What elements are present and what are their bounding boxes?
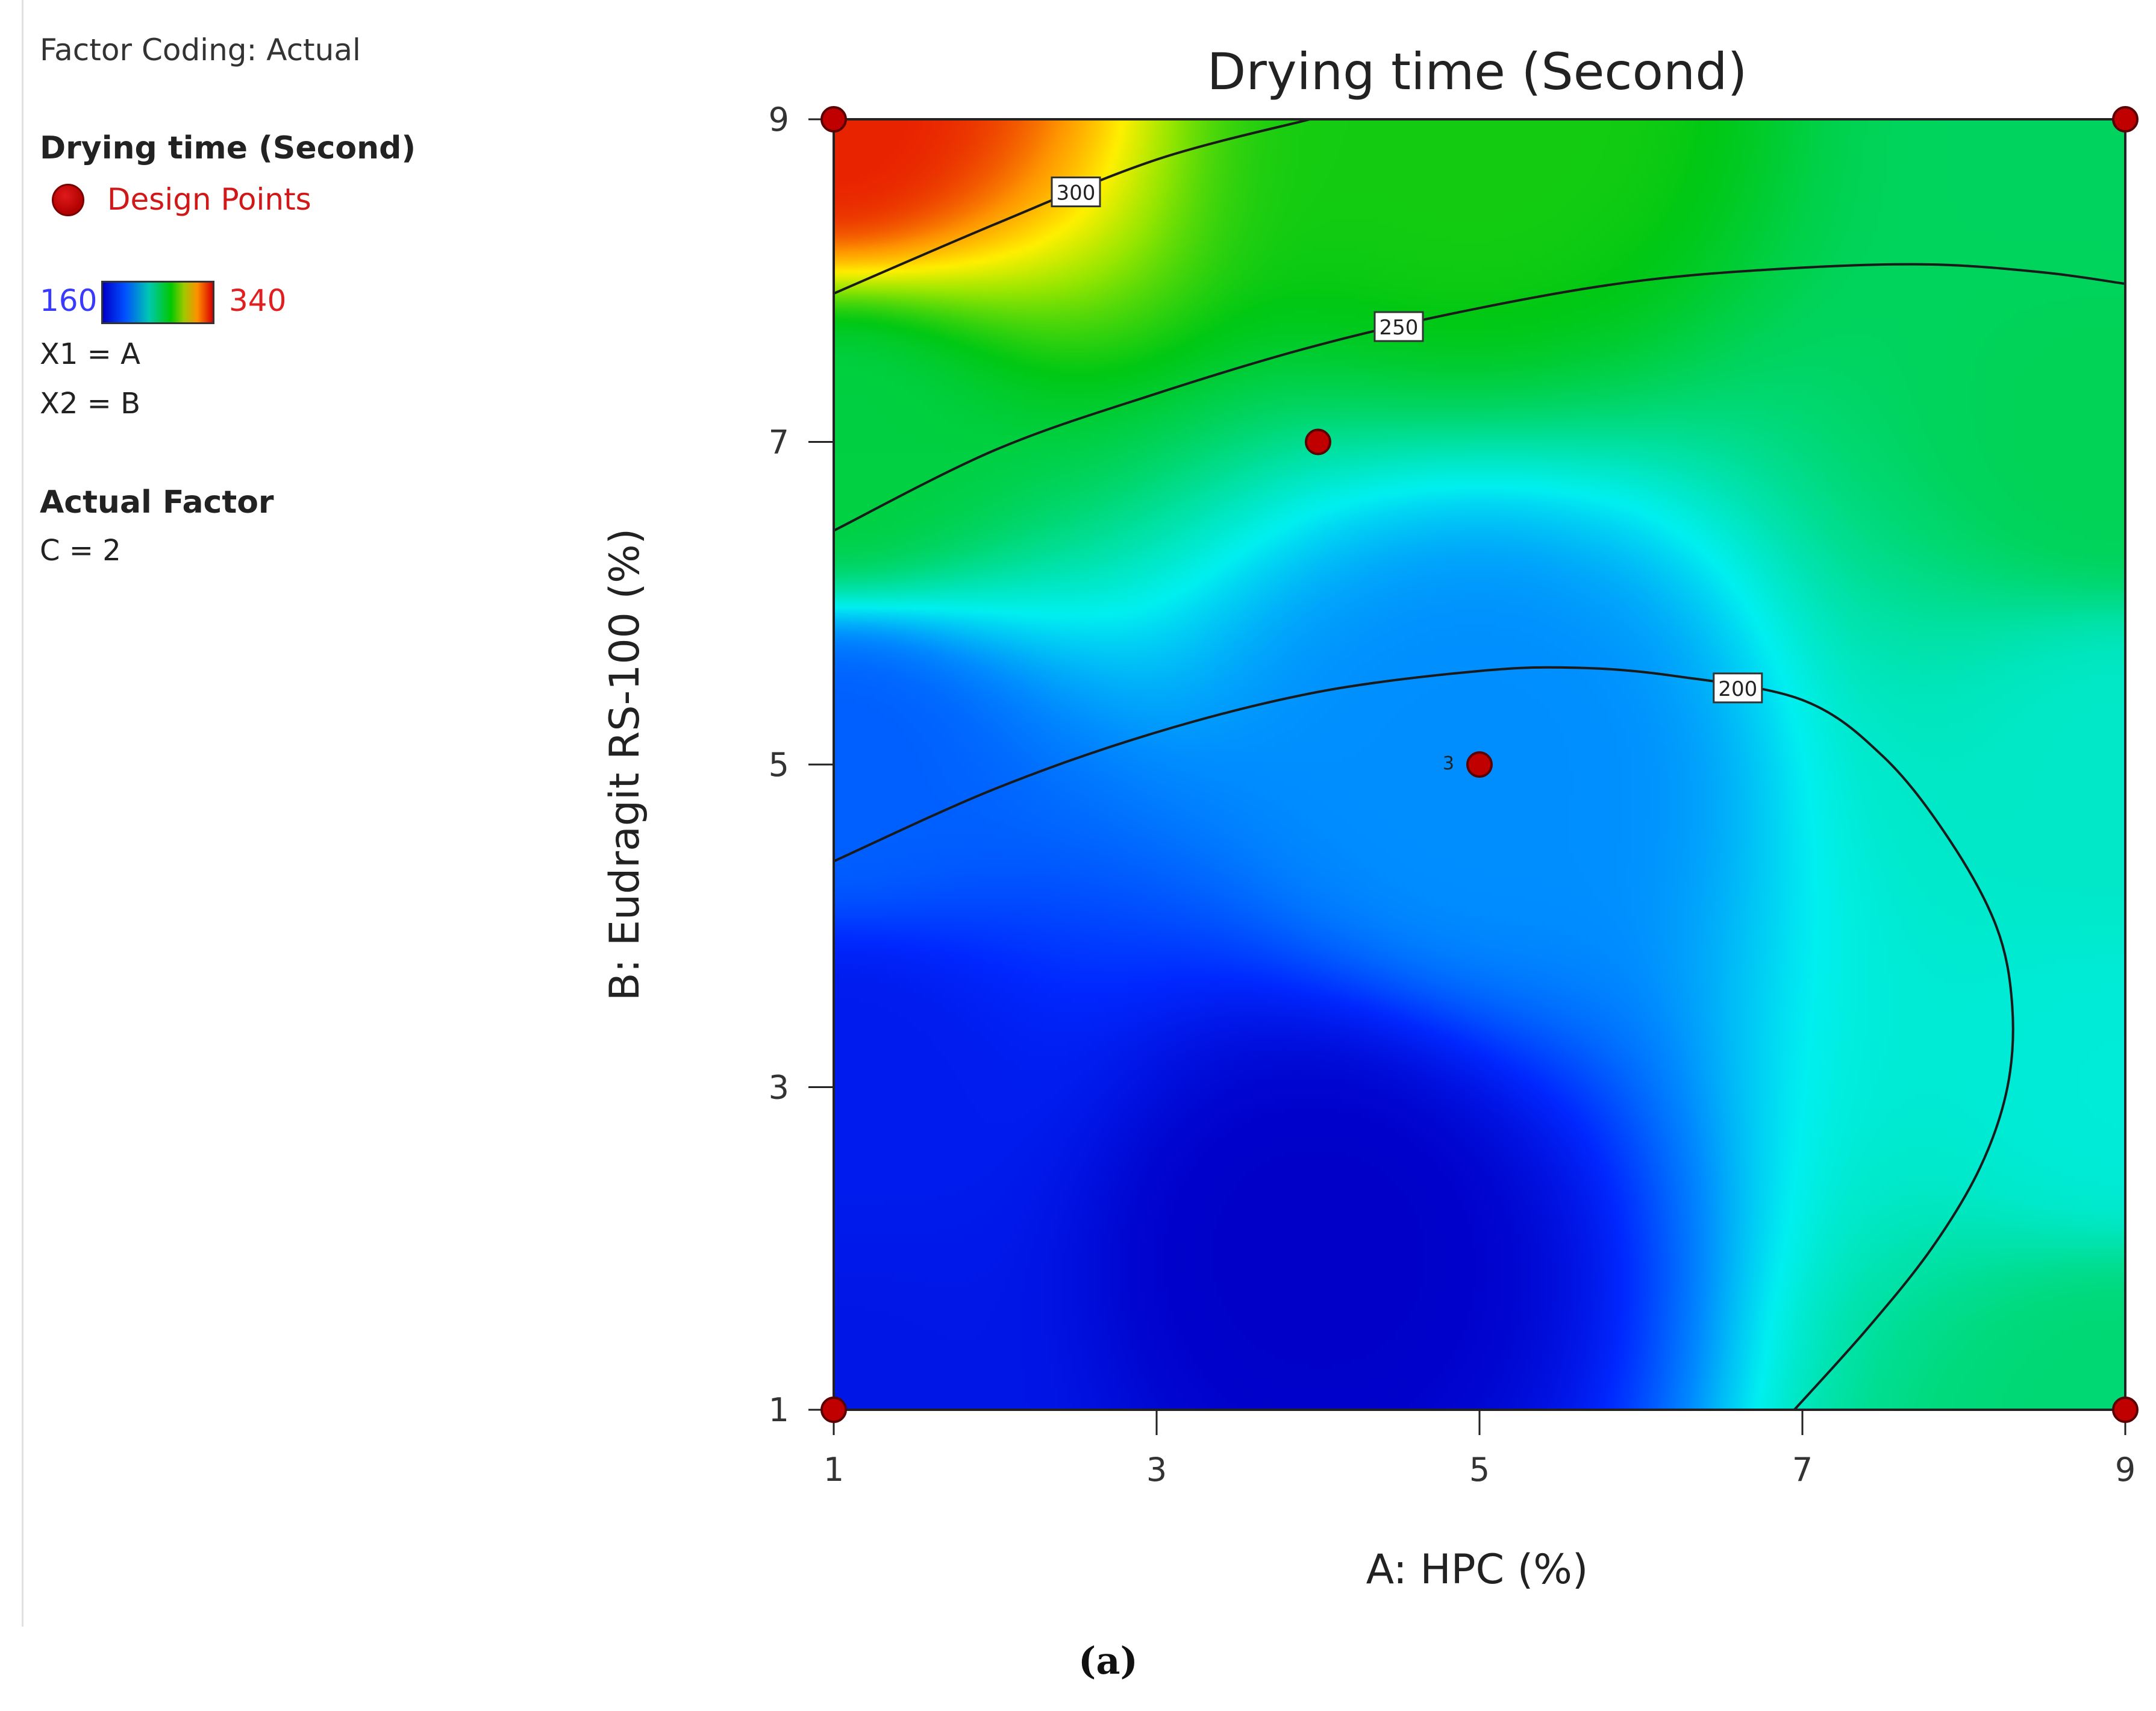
y-tick-label-3: 3: [769, 1069, 789, 1107]
design-point-5: [820, 1397, 847, 1423]
y-tick-label-1: 1: [769, 1391, 789, 1429]
contour-label-box: [1373, 311, 1424, 342]
contour-line-200: [834, 666, 2014, 1410]
contour-label-text: 200: [1718, 677, 1757, 701]
design-point-6: [2112, 1397, 2139, 1423]
contour-label-box: [1051, 176, 1101, 207]
x2-mapping: X2 = B: [40, 387, 141, 421]
color-scale-bar: [101, 281, 214, 324]
factor-coding-label: Factor Coding: Actual: [40, 33, 361, 67]
design-point-count-label: 3: [1443, 753, 1454, 774]
contour-label-250: 250: [1373, 311, 1424, 342]
x-tick-label-5: 5: [1469, 1451, 1490, 1489]
design-points-label: Design Points: [107, 182, 311, 217]
contour-label-text: 300: [1057, 181, 1096, 205]
design-points: 3: [820, 106, 2139, 1423]
y-axis-label: B: Eudragit RS-100 (%): [601, 528, 649, 1001]
x-tick-label-3: 3: [1146, 1451, 1167, 1489]
legend-panel-border: [0, 0, 23, 1627]
x-tick-label-7: 7: [1792, 1451, 1813, 1489]
contour-label-200: 200: [1713, 672, 1763, 704]
axes: 1 3 5 7 9 1 3 5 7 9: [769, 101, 2136, 1489]
contour-label-300: 300: [1051, 176, 1101, 207]
color-scale-min: 160: [40, 283, 98, 318]
design-point-icon: [52, 184, 84, 216]
y-tick-label-7: 7: [769, 424, 789, 461]
y-tick-label-9: 9: [769, 101, 789, 139]
contour-line-250: [834, 263, 2125, 532]
response-title: Drying time (Second): [40, 130, 416, 166]
design-point-4: [1466, 751, 1493, 778]
design-point-2: [2112, 106, 2139, 133]
figure-caption: (a): [1078, 1639, 1138, 1683]
actual-factor-value: C = 2: [40, 534, 121, 568]
contour-label-text: 250: [1380, 316, 1419, 340]
x1-mapping: X1 = A: [40, 337, 140, 371]
color-scale-max: 340: [229, 283, 287, 318]
x-tick-label-9: 9: [2115, 1451, 2136, 1489]
design-point-1: [820, 106, 847, 133]
contour-label-box: [1713, 672, 1763, 704]
x-axis-label: A: HPC (%): [1366, 1546, 1589, 1594]
actual-factor-heading: Actual Factor: [40, 484, 274, 521]
chart-title: Drying time (Second): [1207, 42, 1748, 101]
contour-labels: 200 250 300: [1051, 176, 1763, 704]
x-tick-label-1: 1: [823, 1451, 844, 1489]
design-point-3: [1305, 428, 1331, 455]
y-tick-label-5: 5: [769, 746, 789, 784]
